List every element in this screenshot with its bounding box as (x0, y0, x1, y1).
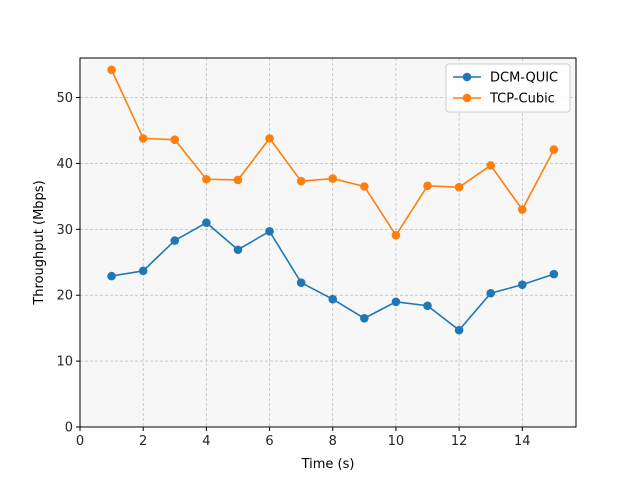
x-tick-label: 14 (514, 434, 531, 449)
dcm-quic-point (454, 325, 464, 335)
legend: DCM-QUIC TCP-Cubic (445, 63, 571, 113)
tcp-cubic-point (423, 181, 432, 191)
y-tick-label: 50 (56, 91, 73, 106)
tcp-cubic-point (265, 134, 274, 143)
plot-frame (79, 57, 577, 428)
tcp-cubic-point (360, 182, 369, 191)
dcm-quic-point (391, 297, 401, 307)
tcp-cubic-point (517, 205, 527, 214)
legend-marker (462, 93, 472, 103)
tcp-cubic-point (391, 230, 401, 240)
dcm-quic-point (138, 266, 148, 276)
legend-label: TCP-Cubic (489, 92, 555, 107)
x-tick-label: 8 (329, 434, 337, 449)
x-tick-label: 0 (76, 434, 84, 449)
tcp-cubic-point (202, 174, 211, 184)
x-tick-label: 12 (451, 434, 468, 449)
legend-box (445, 63, 571, 113)
series-tcp-cubic (107, 65, 559, 240)
dcm-quic-point (549, 269, 559, 279)
grid-lines (80, 58, 576, 427)
dcm-quic-point (170, 236, 180, 245)
dcm-quic-point (296, 278, 306, 287)
tcp-cubic-point (138, 134, 148, 143)
x-tick-label: 6 (265, 434, 273, 449)
y-tick-label: 20 (56, 289, 73, 304)
plot-area (80, 58, 576, 427)
legend-items: DCM-QUIC TCP-Cubic (453, 71, 558, 107)
series-dcm-quic (107, 218, 559, 335)
dcm-quic-point (107, 271, 116, 281)
y-tick-label: 0 (65, 421, 73, 436)
tcp-cubic-point (486, 161, 496, 170)
dcm-quic-point (233, 245, 243, 255)
x-tick-label: 10 (388, 434, 405, 449)
dcm-quic-point (517, 280, 527, 289)
series-layer (107, 65, 559, 335)
x-axis-title: Time (s) (301, 457, 355, 472)
tcp-cubic-point (549, 145, 559, 154)
dcm-quic-point (202, 218, 211, 228)
y-tick-label: 40 (56, 157, 73, 172)
tcp-cubic-point (233, 175, 243, 185)
dcm-quic-point (360, 313, 369, 323)
tcp-cubic-point (107, 65, 116, 75)
tcp-cubic-point (454, 182, 464, 192)
x-tick-label: 2 (139, 434, 147, 449)
legend-marker (462, 72, 472, 82)
y-tick-label: 10 (56, 355, 73, 370)
y-tick-label: 30 (56, 223, 73, 238)
y-axis-title: Throughput (Mbps) (32, 180, 47, 305)
dcm-quic-point (328, 294, 338, 304)
x-tick-label: 4 (202, 434, 210, 449)
dcm-quic-point (423, 301, 432, 311)
legend-item-dcm-quic: DCM-QUIC (453, 71, 558, 86)
legend-item-tcp-cubic: TCP-Cubic (453, 92, 555, 107)
dcm-quic-point (486, 288, 496, 298)
tcp-cubic-point (170, 135, 180, 145)
tcp-cubic-point (328, 174, 338, 183)
axis-ticks: 0 2 4 6 8 10 12 14 0 10 20 30 40 50 (56, 91, 530, 449)
dcm-quic-point (265, 226, 274, 236)
tcp-cubic-point (296, 176, 306, 186)
legend-label: DCM-QUIC (490, 71, 558, 86)
